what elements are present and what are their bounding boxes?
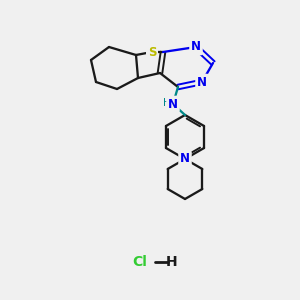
Text: H: H <box>163 98 171 108</box>
Text: N: N <box>180 152 190 166</box>
Text: N: N <box>168 98 178 110</box>
Text: S: S <box>148 46 156 59</box>
Text: N: N <box>191 40 201 53</box>
Text: Cl: Cl <box>133 255 147 269</box>
Text: H: H <box>166 255 178 269</box>
Text: N: N <box>197 76 207 88</box>
